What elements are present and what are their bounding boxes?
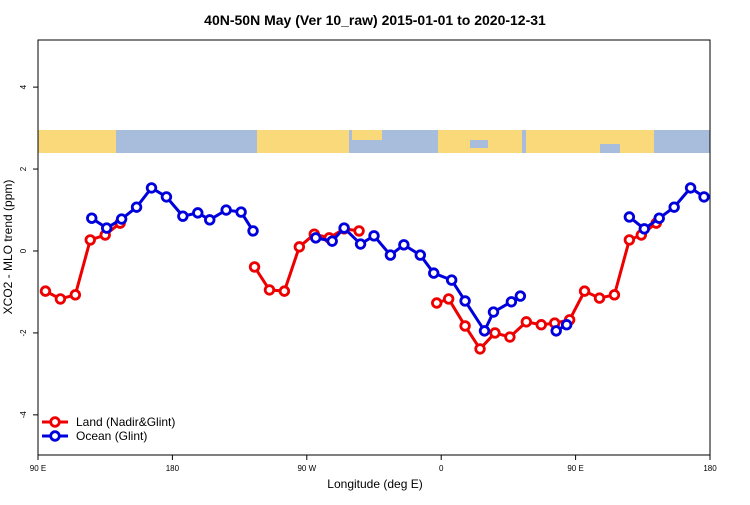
x-axis-label: Longitude (deg E) bbox=[327, 477, 422, 491]
legend-label: Ocean (Glint) bbox=[76, 429, 147, 443]
y-axis-label: XCO2 - MLO trend (ppm) bbox=[1, 180, 15, 315]
data-point bbox=[474, 343, 486, 355]
data-point bbox=[414, 249, 426, 261]
x-tick-label: 90 E bbox=[567, 464, 583, 473]
y-tick-label: -4 bbox=[19, 411, 28, 419]
data-point bbox=[478, 325, 491, 337]
data-point bbox=[593, 292, 606, 304]
x-tick-label: 0 bbox=[439, 464, 444, 473]
y-tick-label: 2 bbox=[19, 166, 28, 171]
x-tick-label: 180 bbox=[703, 464, 717, 473]
y-tick-label: 4 bbox=[19, 84, 28, 89]
data-point bbox=[130, 201, 143, 213]
data-point bbox=[326, 235, 338, 247]
data-point bbox=[204, 214, 216, 226]
legend-label: Land (Nadir&Glint) bbox=[76, 415, 175, 429]
data-point bbox=[505, 296, 518, 308]
data-point bbox=[638, 223, 650, 235]
data-point bbox=[550, 325, 562, 337]
map-strip bbox=[38, 130, 710, 153]
data-point bbox=[487, 306, 500, 318]
data-point bbox=[39, 285, 52, 297]
data-point bbox=[535, 319, 547, 331]
data-point bbox=[445, 274, 458, 286]
series-line bbox=[90, 185, 705, 334]
data-point bbox=[698, 191, 710, 203]
data-point bbox=[578, 285, 591, 297]
x-tick-label: 180 bbox=[166, 464, 180, 473]
data-point bbox=[560, 319, 573, 331]
data-point bbox=[668, 201, 680, 213]
data-point bbox=[398, 239, 410, 251]
plot-frame bbox=[37, 39, 711, 456]
data-point bbox=[293, 241, 306, 253]
data-point bbox=[504, 331, 516, 343]
data-point bbox=[278, 285, 291, 297]
y-tick-label: -2 bbox=[19, 329, 28, 337]
data-point bbox=[684, 182, 697, 194]
y-tick-label: 0 bbox=[19, 248, 28, 253]
chart-title: 40N-50N May (Ver 10_raw) 2015-01-01 to 2… bbox=[204, 12, 546, 28]
data-point bbox=[86, 212, 98, 224]
data-point bbox=[431, 297, 443, 309]
data-point bbox=[100, 222, 113, 234]
data-point bbox=[459, 320, 471, 332]
data-point bbox=[384, 249, 397, 261]
data-point bbox=[263, 284, 276, 296]
data-point bbox=[192, 207, 204, 219]
data-point bbox=[54, 293, 67, 305]
data-point bbox=[623, 234, 636, 246]
data-point bbox=[248, 261, 261, 273]
data-point bbox=[608, 289, 621, 301]
data-point bbox=[459, 295, 471, 307]
data-point bbox=[368, 230, 380, 242]
data-point bbox=[514, 290, 527, 302]
data-point bbox=[353, 225, 365, 237]
data-point bbox=[247, 225, 259, 237]
data-point bbox=[235, 206, 247, 218]
data-point bbox=[310, 232, 322, 244]
data-point bbox=[220, 204, 232, 216]
data-point bbox=[69, 289, 82, 301]
data-point bbox=[520, 316, 533, 328]
x-tick-label: 90 W bbox=[297, 464, 316, 473]
data-point bbox=[653, 212, 665, 224]
data-point bbox=[115, 213, 128, 225]
data-point bbox=[145, 182, 158, 194]
data-point bbox=[428, 267, 440, 279]
data-point bbox=[84, 234, 96, 246]
legend-marker bbox=[49, 416, 61, 428]
data-point bbox=[354, 238, 367, 250]
x-tick-label: 90 E bbox=[30, 464, 46, 473]
data-point bbox=[160, 191, 173, 203]
data-point bbox=[338, 222, 350, 234]
data-point bbox=[489, 327, 501, 339]
legend-marker bbox=[49, 430, 61, 442]
data-point bbox=[442, 293, 455, 305]
data-point bbox=[177, 210, 189, 222]
data-point bbox=[623, 211, 636, 223]
